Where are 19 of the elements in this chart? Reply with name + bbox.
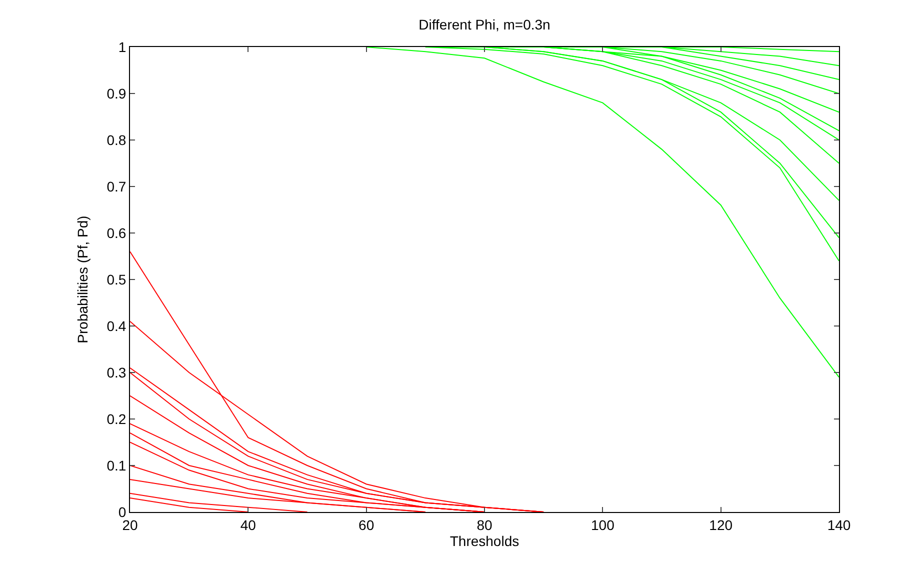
x-tick-label: 60 xyxy=(358,516,374,533)
x-tick-label: 140 xyxy=(827,516,851,533)
x-axis-title: Thresholds xyxy=(450,532,520,549)
y-axis-title: Probabilities (Pf, Pd) xyxy=(74,216,90,344)
x-tick-label: 100 xyxy=(590,516,615,533)
x-tick-label: 80 xyxy=(476,516,492,533)
x-tick-label: 120 xyxy=(709,516,733,533)
chart-title: Different Phi, m=0.3n xyxy=(418,16,550,32)
y-tick-label: 0.1 xyxy=(106,457,126,474)
y-tick-label: 0.6 xyxy=(106,224,126,241)
y-tick-label: 0.5 xyxy=(106,271,126,288)
y-tick-label: 0.9 xyxy=(106,85,126,102)
x-tick-label: 40 xyxy=(240,516,256,533)
y-tick-label: 0.4 xyxy=(106,318,126,334)
y-tick-label: 0.7 xyxy=(106,178,126,194)
y-tick-label: 0.3 xyxy=(106,364,126,380)
y-tick-label: 0.2 xyxy=(106,410,126,427)
y-tick-label: 1 xyxy=(118,38,126,55)
y-tick-label: 0.8 xyxy=(106,132,126,148)
